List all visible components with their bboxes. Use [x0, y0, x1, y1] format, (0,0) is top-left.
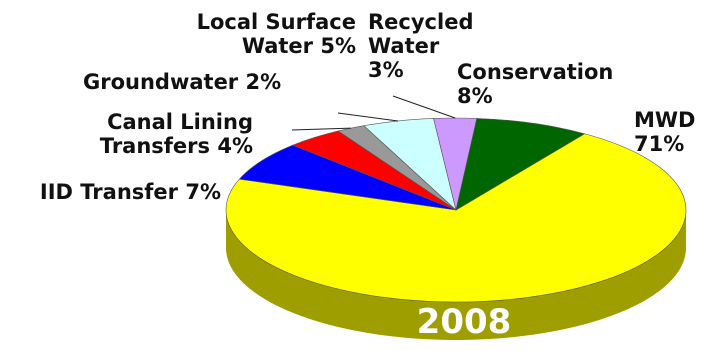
leader-line-5: [392, 95, 456, 119]
pie-side-walls: [226, 210, 686, 340]
slice-label-line: Groundwater 2%: [83, 70, 282, 94]
slice-label-line: Recycled: [368, 10, 474, 34]
year-label: 2008: [416, 302, 512, 342]
label-groundwater: Groundwater 2%: [83, 70, 281, 94]
pie-slice-1: [238, 144, 457, 211]
slice-label-line: Conservation: [457, 60, 614, 84]
slice-label-line: Water 5%: [241, 34, 356, 58]
label-local-surface-water: Local Surface Water 5%: [197, 10, 356, 58]
slice-label-line: MWD: [634, 108, 696, 132]
slice-label-line: Transfers 4%: [99, 134, 253, 158]
pie-slice-0: [225, 133, 687, 303]
slice-label-line: Canal Lining: [107, 110, 253, 134]
slice-label-line: 71%: [634, 132, 685, 156]
leader-line-3: [291, 127, 351, 131]
pie-slice-6: [455, 118, 586, 211]
label-iid-transfer: IID Transfer 7%: [40, 180, 221, 204]
slice-label-line: Water: [368, 34, 440, 58]
label-recycled-water: Recycled Water 3%: [368, 10, 473, 82]
slice-label-line: Local Surface: [196, 10, 356, 34]
label-conservation: Conservation 8%: [457, 60, 613, 108]
leader-line-4: [337, 112, 399, 122]
slice-label-line: 8%: [457, 84, 493, 108]
pie-slices: [225, 117, 687, 303]
label-mwd: MWD 71%: [634, 108, 696, 156]
slice-side-0: [226, 210, 686, 340]
leader-lines: [291, 95, 456, 131]
label-canal-lining-transfers: Canal Lining Transfers 4%: [100, 110, 253, 158]
slice-label-line: 3%: [368, 58, 404, 82]
slice-label-line: IID Transfer 7%: [39, 180, 221, 204]
